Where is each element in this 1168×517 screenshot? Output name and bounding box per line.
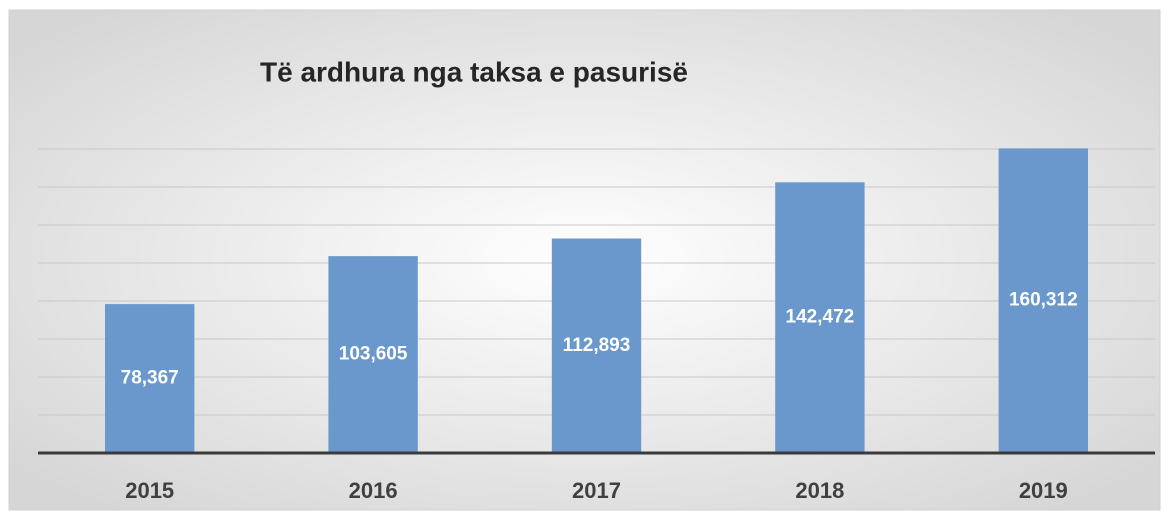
data-label: 160,312 bbox=[1009, 290, 1078, 311]
data-label: 78,367 bbox=[121, 368, 179, 389]
bar bbox=[775, 182, 865, 453]
bar bbox=[998, 148, 1088, 453]
data-label: 112,893 bbox=[563, 335, 631, 356]
bar bbox=[551, 238, 642, 453]
x-tick-label: 2017 bbox=[572, 478, 621, 503]
x-tick-label: 2018 bbox=[795, 478, 844, 503]
chart-title: Të ardhura nga taksa e pasurisë bbox=[260, 56, 688, 87]
data-label: 103,605 bbox=[339, 344, 408, 365]
x-tick-label: 2015 bbox=[125, 478, 174, 503]
x-tick-label: 2019 bbox=[1019, 478, 1068, 503]
data-label: 142,472 bbox=[786, 307, 855, 328]
bar bbox=[105, 304, 195, 453]
x-tick-label: 2016 bbox=[349, 478, 398, 503]
bar bbox=[328, 256, 418, 453]
